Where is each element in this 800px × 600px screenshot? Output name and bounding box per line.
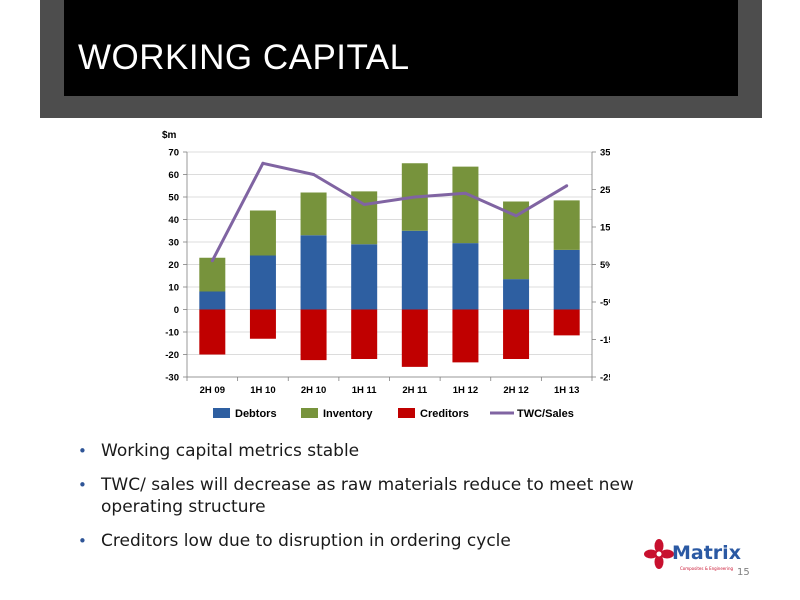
bar-debtors: [199, 291, 226, 310]
point-twc-sales: [210, 259, 214, 263]
bar-debtors: [249, 255, 276, 310]
y-left-tick-label: 70: [168, 148, 179, 159]
y-left-tick-label: 50: [168, 193, 179, 204]
legend-label: Creditors: [420, 408, 469, 420]
logo-name: Matrix: [672, 542, 741, 564]
point-twc-sales: [261, 161, 265, 165]
bar-inventory: [300, 192, 327, 236]
bullet-list: Working capital metrics stable TWC/ sale…: [76, 440, 696, 564]
y-left-tick-label: -10: [165, 328, 179, 339]
y-right-tick-label: 25%: [600, 185, 610, 196]
y-left-tick-label: 30: [168, 238, 179, 249]
legend-label: Debtors: [235, 408, 277, 420]
header-box: [64, 0, 738, 96]
y-left-tick-label: 40: [168, 215, 179, 226]
bar-inventory: [553, 200, 580, 250]
point-twc-sales: [565, 184, 569, 188]
y-right-tick-label: -25%: [600, 373, 610, 384]
y-left-tick-label: -30: [165, 373, 179, 384]
point-twc-sales: [312, 173, 316, 176]
bar-creditors: [351, 309, 378, 359]
bar-inventory: [452, 166, 479, 244]
y-right-tick-label: -5%: [600, 298, 610, 309]
bar-debtors: [452, 243, 479, 310]
legend-swatch-inventory: [301, 408, 318, 418]
x-tick-label: 2H 10: [301, 385, 326, 396]
bullet-item: TWC/ sales will decrease as raw material…: [76, 474, 696, 518]
point-twc-sales: [413, 195, 417, 199]
bar-creditors: [553, 309, 580, 336]
y-left-tick-label: 20: [168, 260, 179, 271]
bar-debtors: [300, 235, 327, 310]
x-tick-label: 1H 13: [554, 385, 579, 396]
point-twc-sales: [463, 191, 467, 195]
y-left-tick-label: 10: [168, 283, 179, 294]
legend-label: TWC/Sales: [517, 408, 574, 420]
legend-swatch-debtors: [213, 408, 230, 418]
page-title: WORKING CAPITAL: [78, 38, 410, 77]
y-right-tick-label: 15%: [600, 223, 610, 234]
bar-inventory: [199, 257, 226, 292]
y-right-tick-label: -15%: [600, 335, 610, 346]
bar-creditors: [503, 309, 530, 359]
bullet-item: Creditors low due to disruption in order…: [76, 530, 696, 552]
bar-creditors: [401, 309, 428, 367]
matrix-logo-icon: [644, 539, 674, 569]
bar-inventory: [249, 210, 276, 256]
bar-debtors: [503, 279, 530, 310]
bullet-item: Working capital metrics stable: [76, 440, 696, 462]
y-left-tick-label: -20: [165, 350, 179, 361]
logo-tagline: Composites & Engineering: [680, 566, 734, 571]
unit-label: $m: [162, 130, 177, 141]
bar-debtors: [553, 249, 580, 310]
legend-swatch-creditors: [398, 408, 415, 418]
y-left-tick-label: 60: [168, 170, 179, 181]
x-tick-label: 1H 10: [250, 385, 275, 396]
x-tick-label: 2H 09: [200, 385, 225, 396]
x-tick-label: 2H 11: [402, 385, 428, 396]
working-capital-chart: $m 70 60 50 40 30 20 10 0 -10 -20 -30 35% 25% 15% 5% -…: [162, 130, 610, 420]
x-tick-label: 1H 11: [352, 385, 378, 396]
y-left-tick-label: 0: [174, 305, 179, 316]
y-right-tick-label: 5%: [600, 260, 610, 271]
bar-creditors: [452, 309, 479, 363]
bar-creditors: [249, 309, 276, 339]
x-tick-label: 2H 12: [503, 385, 528, 396]
bar-creditors: [300, 309, 327, 361]
x-tick-label: 1H 12: [453, 385, 478, 396]
point-twc-sales: [514, 214, 518, 218]
point-twc-sales: [362, 203, 366, 206]
y-right-tick-label: 35%: [600, 148, 610, 159]
page-number: 15: [737, 567, 750, 578]
bar-creditors: [199, 309, 226, 355]
legend-label: Inventory: [323, 408, 373, 420]
line-twc-sales: [210, 161, 568, 262]
bar-debtors: [351, 244, 378, 310]
bar-debtors: [401, 230, 428, 310]
